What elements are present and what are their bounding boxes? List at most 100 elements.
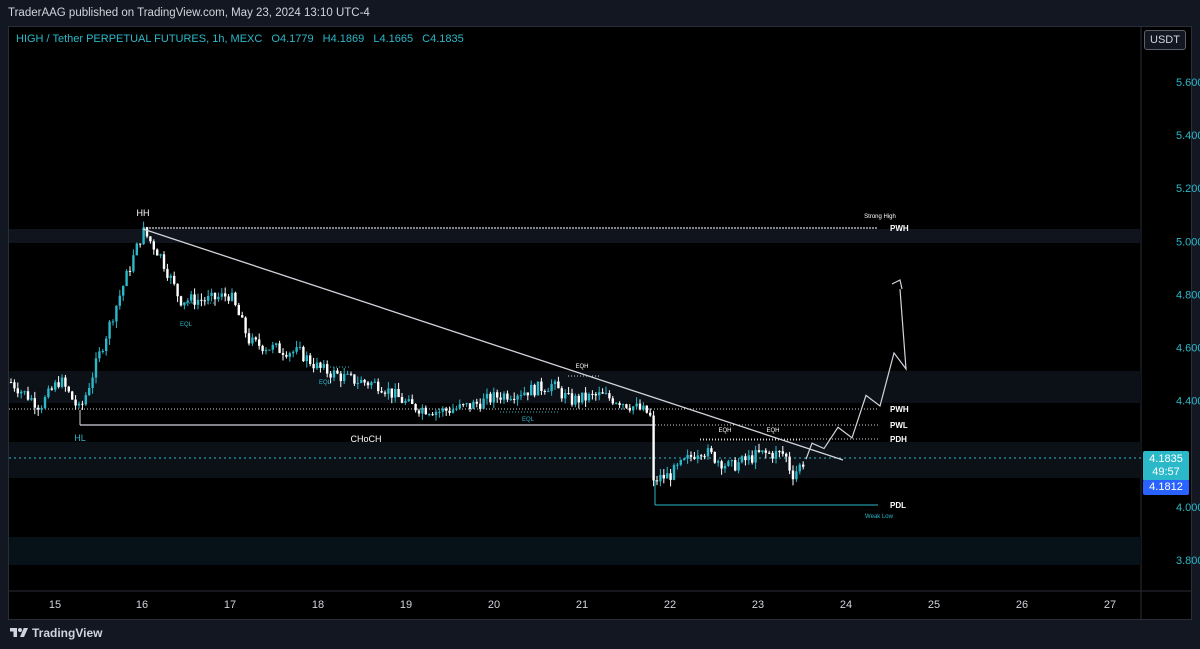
candle-body <box>326 364 329 374</box>
candle-body <box>734 460 737 471</box>
candle-body <box>635 403 638 407</box>
candle-body <box>645 405 648 413</box>
candle-body <box>360 379 363 383</box>
symbol-legend[interactable]: HIGH / Tether PERPETUAL FUTURES, 1h, MEX… <box>16 33 470 45</box>
candle-body <box>526 392 529 396</box>
candle-body <box>550 384 553 392</box>
label-hl: HL <box>74 433 86 443</box>
candle-body <box>598 392 601 396</box>
marker-price-badge: 4.1812 <box>1143 480 1189 495</box>
candle-body <box>394 388 397 398</box>
candle-body <box>740 456 744 463</box>
candle-body <box>618 403 621 406</box>
candle-body <box>91 377 94 388</box>
candle-body <box>268 349 271 351</box>
candle-body <box>778 451 781 453</box>
time-axis-label: 20 <box>488 599 500 611</box>
candle-body <box>94 358 98 378</box>
ohlc-open: O4.1779 <box>271 33 314 45</box>
candle-body <box>329 373 332 378</box>
candle-body <box>445 408 448 411</box>
candle-body <box>176 283 179 297</box>
candle-body <box>764 450 767 453</box>
candle-body <box>13 382 16 389</box>
candle-body <box>203 300 206 302</box>
candle-body <box>689 454 693 457</box>
candle-body <box>166 268 169 278</box>
candle-body <box>173 275 176 284</box>
candle-body <box>207 295 210 301</box>
candle-body <box>237 305 240 316</box>
candle-body <box>424 407 427 415</box>
label-strong-high: Strong High <box>864 214 896 220</box>
candle-body <box>227 296 230 301</box>
candle-body <box>132 255 135 272</box>
candle-body <box>642 405 645 410</box>
candle-body <box>604 393 608 395</box>
candle-body <box>513 398 516 400</box>
currency-unit-button[interactable]: USDT <box>1144 30 1186 50</box>
candle-body <box>200 299 203 301</box>
candle-body <box>60 377 64 387</box>
candle-body <box>570 393 574 405</box>
candle-body <box>292 351 295 354</box>
candle-body <box>468 403 472 409</box>
time-axis-label: 19 <box>400 599 412 611</box>
candle-body <box>655 480 659 482</box>
candle-body <box>768 452 771 454</box>
candle-body <box>676 464 679 466</box>
tradingview-brand[interactable]: TradingView <box>10 626 102 640</box>
candle-body <box>309 355 312 365</box>
candle-body <box>258 339 261 346</box>
price-axis-label: 4.0000 <box>1176 502 1200 514</box>
candle-body <box>581 392 584 403</box>
candle-body <box>377 381 380 392</box>
publisher-text: TraderAAG published on TradingView.com, … <box>8 7 370 19</box>
price-axis-label: 4.6000 <box>1176 343 1200 355</box>
candle-body <box>230 292 234 301</box>
candle-body <box>720 461 723 469</box>
top-bar: TraderAAG published on TradingView.com, … <box>0 0 1200 26</box>
time-axis-label: 18 <box>312 599 324 611</box>
candle-body <box>489 393 492 403</box>
candle-body <box>366 382 370 386</box>
candle-body <box>322 364 325 368</box>
candle-body <box>101 351 104 353</box>
candle-body <box>802 464 805 467</box>
symbol-title[interactable]: HIGH / Tether PERPETUAL FUTURES, 1h, MEX… <box>16 33 263 45</box>
candle-body <box>798 464 801 472</box>
candle-body <box>108 321 111 339</box>
candle-body <box>305 355 308 362</box>
candle-body <box>666 473 669 479</box>
candle-body <box>275 343 278 345</box>
candle-body <box>448 410 451 413</box>
label-choch: CHoCH <box>350 434 381 444</box>
candle-body <box>244 317 247 334</box>
candle-body <box>601 392 604 394</box>
candle-body <box>564 393 567 399</box>
price-axis-label: 4.4000 <box>1176 396 1200 408</box>
descending-trendline <box>142 228 844 461</box>
price-axis-label: 4.8000 <box>1176 289 1200 301</box>
candle-body <box>390 388 393 398</box>
candle-body <box>81 403 84 405</box>
candle-body <box>332 370 336 378</box>
candle-body <box>343 374 346 381</box>
candle-body <box>37 407 40 410</box>
candle-body <box>553 381 557 385</box>
candle-body <box>84 395 87 405</box>
candle-body <box>710 448 713 453</box>
candle-body <box>492 392 495 403</box>
candle-body <box>77 403 81 406</box>
candle-body <box>23 391 26 393</box>
candle-body <box>264 349 268 352</box>
ohlc-high: H4.1869 <box>322 33 365 45</box>
candle-body <box>625 404 628 408</box>
candle-body <box>278 343 281 353</box>
candle-body <box>557 381 560 389</box>
candle-body <box>421 407 424 414</box>
chart-frame[interactable] <box>8 26 1192 620</box>
candle-body <box>506 393 509 400</box>
candle-body <box>587 393 591 401</box>
